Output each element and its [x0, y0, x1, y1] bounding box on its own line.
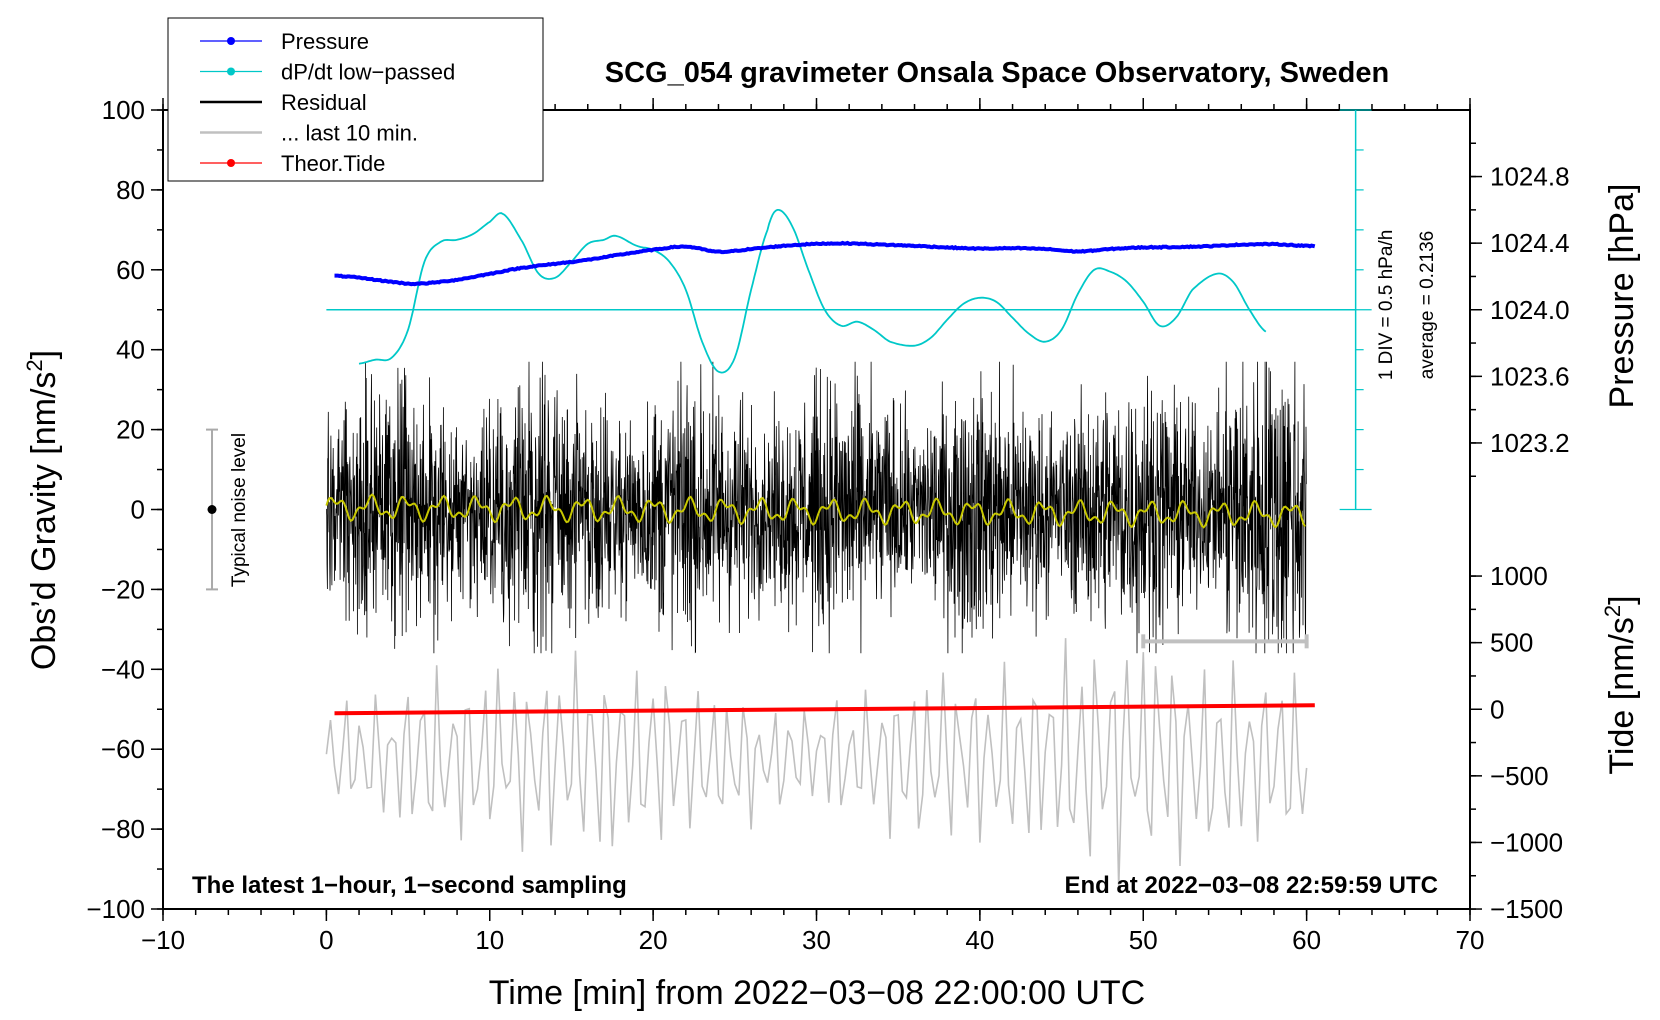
tide-tick-label: −1500	[1490, 894, 1563, 924]
last-10-min-series	[325, 638, 1308, 889]
legend-marker	[227, 67, 235, 76]
legend: Pressure dP/dt low−passed Residual ... last…	[167, 17, 544, 182]
legend-label: ... last 10 min.	[281, 121, 418, 146]
x-tick-label: −10	[141, 925, 185, 955]
x-tick-label: 50	[1129, 925, 1158, 955]
y-tick-label: −60	[101, 734, 145, 764]
tide-axis-title-close: ]	[1603, 595, 1641, 604]
y-axis-title-sup: 2	[22, 359, 47, 371]
y-tick-label: 60	[116, 255, 145, 285]
legend-box	[167, 17, 544, 182]
legend-label: Residual	[281, 90, 367, 115]
tide-axis-title-main: Tide [nm/s	[1603, 617, 1641, 774]
tide-line	[334, 703, 1315, 716]
annotation-bottom-right: End at 2022−03−08 22:59:59 UTC	[1064, 872, 1438, 899]
x-axis-title: Time [min] from 2022−03−08 22:00:00 UTC	[489, 974, 1145, 1012]
legend-label: dP/dt low−passed	[281, 60, 455, 85]
y-axis-title-main: Obs’d Gravity [nm/s	[25, 372, 63, 671]
noise-bar-dot	[207, 505, 217, 514]
pressure-tick-label: 1024.0	[1490, 295, 1570, 325]
chart-title: SCG_054 gravimeter Onsala Space Observat…	[605, 57, 1389, 89]
y-tick-label: −100	[86, 894, 145, 924]
tide-tick-label: 500	[1490, 628, 1533, 658]
legend-marker	[227, 37, 235, 45]
y-tick-label: −40	[101, 654, 145, 684]
y-tick-label: 40	[116, 335, 145, 365]
last-10-min-line	[325, 638, 1308, 889]
x-tick-label: 40	[965, 925, 994, 955]
dpdt-line	[358, 208, 1267, 374]
noise-level-label: Typical noise level	[229, 433, 250, 587]
annotation-bottom-left: The latest 1−hour, 1−second sampling	[192, 872, 627, 899]
tide-series	[334, 703, 1315, 716]
tide-axis-title-sup: 2	[1600, 605, 1625, 617]
residual-trend-line	[325, 493, 1306, 529]
y-tick-label: 20	[116, 415, 145, 445]
y-tick-label: −20	[101, 574, 145, 604]
pressure-tick-label: 1024.4	[1490, 228, 1570, 258]
x-tick-label: 10	[475, 925, 504, 955]
tide-axis-title: Tide [nm/s2]	[1600, 595, 1641, 774]
tide-tick-label: 1000	[1490, 561, 1548, 591]
y-tick-label: 80	[116, 175, 145, 205]
x-tick-label: 70	[1456, 925, 1485, 955]
y-axis-title-close: ]	[25, 350, 63, 359]
pressure-tick-label: 1023.2	[1490, 428, 1570, 458]
div-scale-label: 1 DIV = 0.5 hPa/h	[1376, 230, 1397, 381]
scale-bars	[206, 109, 1372, 649]
y-axis-title: Obs’d Gravity [nm/s2]	[22, 350, 63, 670]
pressure-line	[334, 240, 1316, 287]
residual-series	[326, 361, 1307, 654]
x-tick-label: 0	[319, 925, 333, 955]
average-label: average = 0.2136	[1417, 231, 1438, 379]
x-tick-label: 60	[1292, 925, 1321, 955]
pressure-tick-label: 1024.8	[1490, 162, 1570, 192]
y-tick-label: −80	[101, 814, 145, 844]
y-tick-label: 100	[102, 95, 145, 125]
legend-label: Pressure	[281, 29, 369, 54]
tide-tick-label: 0	[1490, 694, 1504, 724]
legend-label: Theor.Tide	[281, 151, 385, 176]
pressure-tick-label: 1023.6	[1490, 361, 1570, 391]
legend-marker	[227, 159, 235, 167]
pressure-series	[334, 240, 1316, 287]
x-tick-label: 20	[639, 925, 668, 955]
tide-tick-label: −500	[1490, 761, 1549, 791]
residual-line	[326, 361, 1307, 654]
tide-tick-label: −1000	[1490, 827, 1563, 857]
residual-trend-series	[325, 493, 1306, 529]
x-tick-label: 30	[802, 925, 831, 955]
dpdt-series	[358, 208, 1267, 374]
axes: −10 0 10 20 30 40 50 60 70−100−80−60−40−20020406…	[86, 95, 1569, 955]
y-tick-label: 0	[131, 495, 145, 525]
pressure-axis-title: Pressure [hPa]	[1603, 184, 1641, 409]
